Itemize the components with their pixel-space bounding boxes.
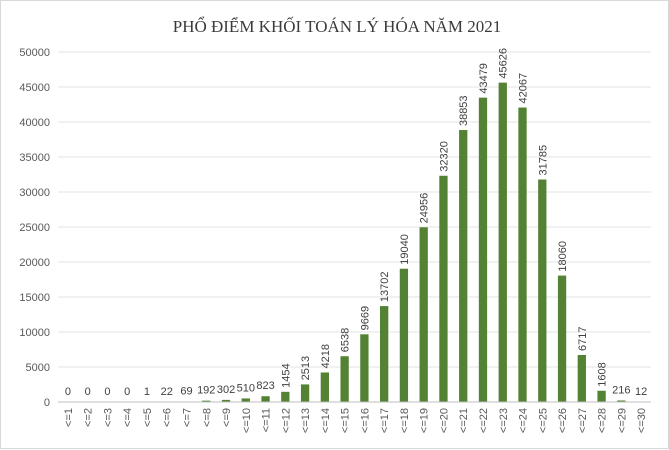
x-tick-label: <=28 (597, 408, 609, 433)
bar (518, 108, 526, 402)
y-tick-label: 20000 (19, 257, 50, 269)
y-tick-label: 0 (44, 397, 50, 409)
y-tick-label: 15000 (19, 292, 50, 304)
x-tick-label: <=5 (142, 408, 154, 427)
y-tick-label: 45000 (19, 82, 50, 94)
bar (242, 398, 250, 402)
data-label: 0 (124, 386, 130, 398)
bar (360, 334, 368, 402)
x-tick-label: <=18 (399, 408, 411, 433)
data-label: 9669 (359, 306, 371, 330)
x-tick-label: <=1 (63, 408, 75, 427)
data-label: 6717 (577, 326, 589, 350)
data-label: 13702 (379, 271, 391, 302)
bar (538, 180, 546, 402)
x-tick-label: <=15 (340, 408, 352, 433)
data-label: 0 (104, 386, 110, 398)
bar (301, 384, 309, 402)
bar (479, 98, 487, 402)
y-tick-label: 10000 (19, 327, 50, 339)
bar (558, 276, 566, 402)
x-tick-label: <=30 (636, 408, 648, 433)
bar (578, 355, 586, 402)
x-tick-label: <=3 (102, 408, 114, 427)
x-tick-label: <=11 (261, 408, 273, 432)
bar (400, 269, 408, 402)
x-tick-label: <=6 (162, 408, 174, 427)
y-tick-label: 25000 (19, 222, 50, 234)
data-label: 1454 (280, 363, 292, 387)
data-label: 12 (635, 386, 647, 398)
bar (281, 392, 289, 402)
bar (499, 83, 507, 402)
x-tick-label: <=7 (181, 408, 193, 427)
y-tick-label: 5000 (26, 362, 50, 374)
bar (340, 356, 348, 402)
data-label: 43479 (478, 63, 490, 94)
data-label: 1608 (597, 362, 609, 386)
data-label: 31785 (537, 145, 549, 176)
x-tick-label: <=24 (518, 408, 530, 433)
data-label: 69 (180, 386, 192, 398)
x-tick-label: <=21 (458, 408, 470, 433)
x-tick-label: <=26 (557, 408, 569, 433)
y-tick-label: 35000 (19, 152, 50, 164)
data-label: 42067 (518, 73, 530, 104)
bars (143, 83, 645, 402)
data-label: 823 (256, 380, 274, 392)
x-tick-label: <=8 (201, 408, 213, 427)
x-tick-label: <=16 (359, 408, 371, 433)
x-tick-label: <=13 (300, 408, 312, 433)
data-label: 1 (144, 386, 150, 398)
y-axis-ticks: 0 5000 10000 15000 20000 25000 30000 35000 40000… (19, 47, 50, 409)
x-tick-label: <=22 (478, 408, 490, 433)
x-tick-label: <=9 (221, 408, 233, 427)
data-label: 24956 (419, 193, 431, 224)
x-axis-ticks: <=1 <=2 <=3 <=4 <=5 <=6 <=7 <=8 <=9 <=10 <=11 <=12 <… (63, 408, 648, 433)
data-label: 6538 (340, 328, 352, 352)
data-label: 302 (217, 384, 235, 396)
x-tick-label: <=29 (616, 408, 628, 433)
bar (420, 227, 428, 402)
data-label: 32320 (438, 141, 450, 172)
x-tick-label: <=12 (280, 408, 292, 433)
bar (459, 130, 467, 402)
x-tick-label: <=23 (498, 408, 510, 433)
x-tick-label: <=4 (122, 408, 134, 427)
y-tick-label: 50000 (19, 47, 50, 59)
x-tick-label: <=14 (320, 408, 332, 433)
data-label: 216 (612, 384, 630, 396)
data-label: 18060 (557, 241, 569, 272)
data-label: 192 (197, 385, 215, 397)
data-label: 0 (85, 386, 91, 398)
chart-title: PHỔ ĐIỂM KHỐI TOÁN LÝ HÓA NĂM 2021 (173, 16, 502, 36)
x-tick-label: <=10 (241, 408, 253, 433)
x-tick-label: <=17 (379, 408, 391, 433)
y-tick-label: 40000 (19, 117, 50, 129)
bar (597, 391, 605, 402)
x-tick-label: <=20 (438, 408, 450, 433)
data-label: 19040 (399, 234, 411, 265)
data-label: 45626 (498, 48, 510, 79)
data-label: 22 (161, 386, 173, 398)
bar (439, 176, 447, 402)
data-label: 2513 (300, 356, 312, 380)
bar (261, 396, 269, 402)
y-tick-label: 30000 (19, 187, 50, 199)
data-label: 510 (237, 382, 255, 394)
x-tick-label: <=25 (537, 408, 549, 433)
x-tick-label: <=27 (577, 408, 589, 433)
data-label: 4218 (320, 344, 332, 368)
data-label: 0 (65, 386, 71, 398)
bar (321, 372, 329, 402)
data-label: 38853 (458, 95, 470, 126)
x-tick-label: <=2 (83, 408, 95, 427)
bar (380, 306, 388, 402)
x-tick-label: <=19 (419, 408, 431, 433)
